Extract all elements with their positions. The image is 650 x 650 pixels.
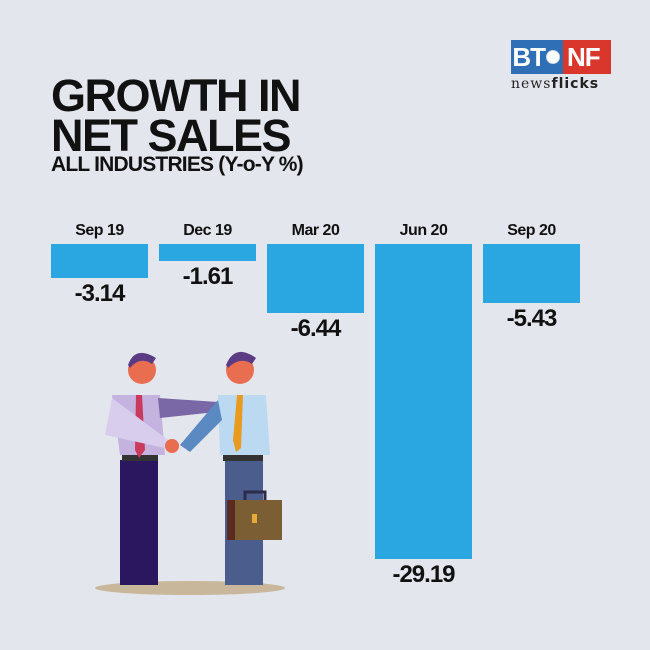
bar: [267, 244, 364, 313]
value-label: -29.19: [392, 561, 455, 588]
handshake-illustration: [95, 351, 285, 595]
title-line-1: GROWTH IN: [51, 70, 301, 121]
bar: [159, 244, 256, 261]
category-label: Mar 20: [291, 222, 340, 239]
globe-icon: [546, 50, 560, 64]
logo-bt: BT: [511, 40, 563, 74]
page-title: GROWTH IN NET SALES: [51, 70, 301, 161]
value-label: -6.44: [290, 315, 342, 342]
category-label: Sep 19: [75, 222, 124, 239]
bar: [51, 244, 148, 278]
bar: [375, 244, 472, 559]
bar: [483, 244, 580, 303]
chart-subtitle: ALL INDUSTRIES (Y-o-Y %): [51, 153, 304, 176]
logo-tagline: newsflicks: [511, 76, 600, 92]
logo-nf: NF: [563, 40, 611, 74]
value-label: -5.43: [506, 305, 558, 332]
category-label: Dec 19: [183, 222, 232, 239]
category-label: Jun 20: [399, 222, 448, 239]
category-label: Sep 20: [507, 222, 556, 239]
value-label: -3.14: [74, 280, 126, 307]
brand-logo: BT NF newsflicks: [511, 40, 611, 92]
title-line-2: NET SALES: [51, 110, 292, 161]
value-label: -1.61: [182, 263, 234, 290]
